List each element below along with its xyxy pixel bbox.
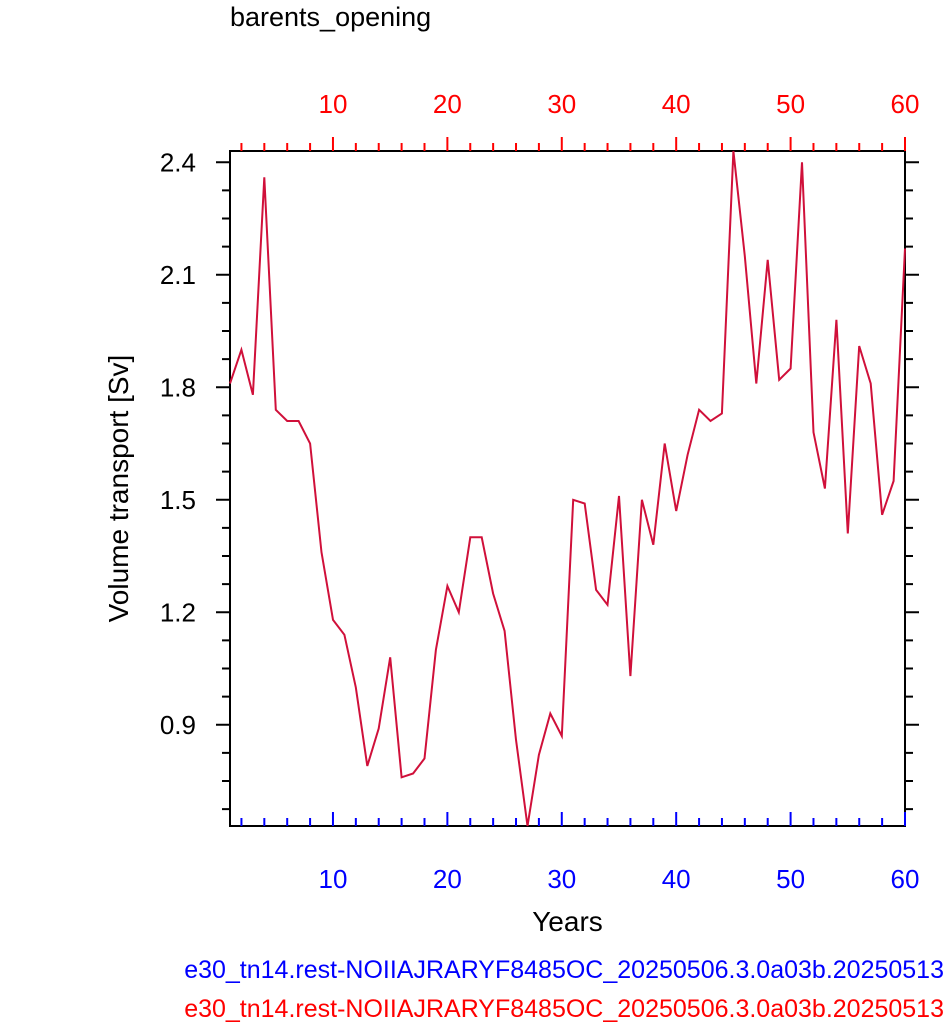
plot-frame	[229, 150, 906, 827]
y-tick-label: 2.4	[160, 147, 196, 177]
y-tick-label: 2.1	[160, 260, 196, 290]
x-tick-label-bottom: 40	[662, 864, 691, 894]
x-axis-label: Years	[532, 906, 603, 937]
series-line	[229, 150, 906, 827]
x-tick-label-bottom: 60	[891, 864, 920, 894]
y-tick-label: 1.2	[160, 597, 196, 627]
x-tick-label-top: 40	[662, 89, 691, 119]
x-tick-label-bottom: 10	[319, 864, 348, 894]
x-tick-label-top: 20	[433, 89, 462, 119]
chart-title: barents_opening	[230, 2, 432, 32]
y-tick-label: 0.9	[160, 710, 196, 740]
y-tick-label: 1.8	[160, 372, 196, 402]
x-tick-label-bottom: 50	[776, 864, 805, 894]
x-tick-label-top: 50	[776, 89, 805, 119]
y-tick-label: 1.5	[160, 485, 196, 515]
legend-entry-blue: e30_tn14.rest-NOIIAJRARYF8485OC_20250506…	[184, 956, 944, 984]
x-tick-label-bottom: 30	[547, 864, 576, 894]
y-axis-label: Volume transport [Sv]	[103, 355, 134, 623]
x-tick-label-top: 10	[319, 89, 348, 119]
x-tick-label-top: 60	[891, 89, 920, 119]
x-tick-label-bottom: 20	[433, 864, 462, 894]
legend-entry-red: e30_tn14.rest-NOIIAJRARYF8485OC_20250506…	[184, 995, 944, 1023]
x-tick-label-top: 30	[547, 89, 576, 119]
